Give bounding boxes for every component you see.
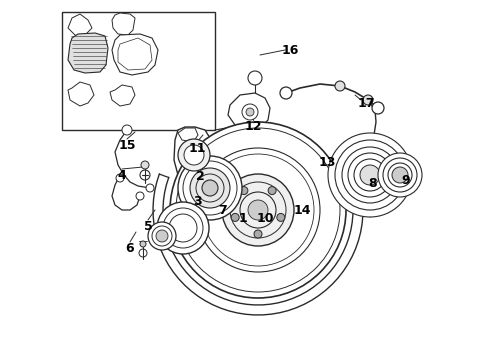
Circle shape xyxy=(222,174,294,246)
Circle shape xyxy=(354,159,386,191)
Text: 13: 13 xyxy=(318,156,336,168)
Circle shape xyxy=(388,163,412,187)
Polygon shape xyxy=(118,38,152,70)
Text: 14: 14 xyxy=(293,203,311,216)
Circle shape xyxy=(248,71,262,85)
Circle shape xyxy=(248,200,268,220)
Circle shape xyxy=(268,186,276,195)
Text: 1: 1 xyxy=(239,212,247,225)
Circle shape xyxy=(328,133,412,217)
Circle shape xyxy=(122,125,132,135)
Text: 15: 15 xyxy=(118,139,136,152)
Circle shape xyxy=(363,95,373,105)
Text: 7: 7 xyxy=(218,203,226,216)
Circle shape xyxy=(277,213,285,221)
Circle shape xyxy=(335,81,345,91)
Polygon shape xyxy=(112,13,135,35)
Polygon shape xyxy=(228,93,270,130)
Text: 11: 11 xyxy=(188,141,206,154)
Polygon shape xyxy=(68,33,108,73)
Polygon shape xyxy=(174,127,215,180)
Circle shape xyxy=(148,222,176,250)
Circle shape xyxy=(246,108,254,116)
Circle shape xyxy=(378,153,422,197)
Text: 5: 5 xyxy=(144,220,152,233)
Circle shape xyxy=(116,174,124,182)
Circle shape xyxy=(360,165,380,185)
Circle shape xyxy=(335,140,405,210)
Circle shape xyxy=(136,192,144,200)
Circle shape xyxy=(342,147,398,203)
Circle shape xyxy=(190,168,230,208)
Circle shape xyxy=(178,139,210,171)
Circle shape xyxy=(157,202,209,254)
Circle shape xyxy=(202,180,218,196)
Circle shape xyxy=(184,145,204,165)
Text: 12: 12 xyxy=(244,120,262,132)
Bar xyxy=(62,12,215,130)
Text: 8: 8 xyxy=(368,176,377,189)
Text: 9: 9 xyxy=(402,174,410,186)
Text: 10: 10 xyxy=(256,212,274,225)
Polygon shape xyxy=(110,85,135,106)
Text: 2: 2 xyxy=(196,170,204,183)
Circle shape xyxy=(140,241,146,247)
Circle shape xyxy=(170,122,346,298)
Text: 4: 4 xyxy=(118,168,126,181)
Circle shape xyxy=(156,230,168,242)
Circle shape xyxy=(280,87,292,99)
Circle shape xyxy=(240,186,248,195)
Circle shape xyxy=(141,161,149,169)
Text: 6: 6 xyxy=(126,242,134,255)
Circle shape xyxy=(372,102,384,114)
Circle shape xyxy=(383,158,417,192)
Text: 17: 17 xyxy=(357,96,375,109)
Circle shape xyxy=(146,184,154,192)
Text: 3: 3 xyxy=(193,194,201,207)
Polygon shape xyxy=(178,128,198,142)
Circle shape xyxy=(254,230,262,238)
Circle shape xyxy=(231,213,239,221)
Circle shape xyxy=(178,156,242,220)
Circle shape xyxy=(392,167,408,183)
Circle shape xyxy=(242,104,258,120)
Polygon shape xyxy=(68,82,94,106)
Circle shape xyxy=(348,153,392,197)
Text: 16: 16 xyxy=(281,44,299,57)
Polygon shape xyxy=(112,34,158,75)
Polygon shape xyxy=(68,14,92,38)
